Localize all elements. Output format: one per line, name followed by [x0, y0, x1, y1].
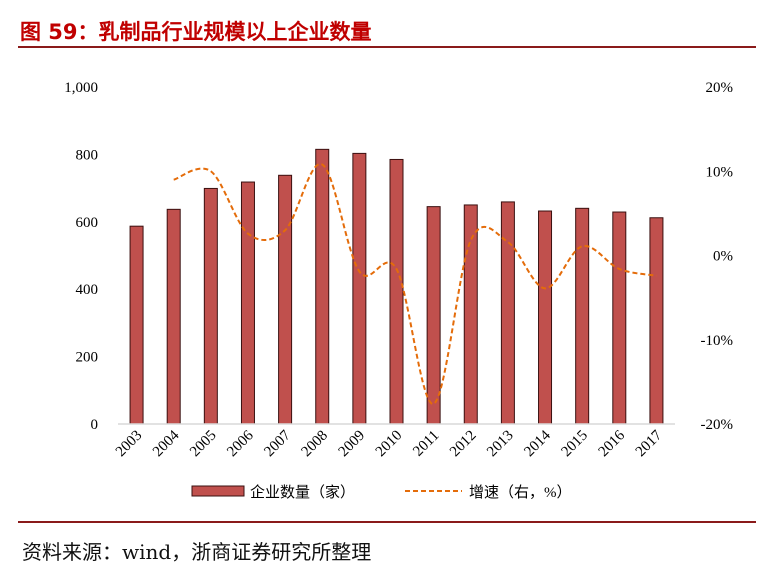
x-tick-label: 2012 — [447, 428, 480, 461]
x-tick-label: 2011 — [410, 428, 442, 460]
bar-2007 — [278, 174, 293, 425]
bar-2006 — [240, 181, 255, 425]
legend-line-label: 增速（右，%） — [469, 484, 572, 501]
x-tick-label: 2004 — [150, 427, 183, 460]
legend-bar-swatch — [191, 485, 245, 497]
left-tick-label: 1,000 — [64, 80, 98, 96]
chart-title: 图 59：乳制品行业规模以上企业数量 — [20, 20, 372, 44]
right-tick-label: 10% — [706, 164, 734, 180]
x-tick-label: 2003 — [113, 428, 146, 461]
bar-2008 — [315, 148, 330, 425]
x-tick-label: 2010 — [373, 428, 406, 461]
bar-2009 — [352, 152, 367, 425]
x-tick-label: 2013 — [484, 428, 517, 461]
right-tick-label: -20% — [701, 417, 734, 433]
footer-divider — [18, 521, 756, 523]
legend-bar-label: 企业数量（家） — [250, 483, 355, 501]
bar-2016 — [612, 211, 627, 425]
left-tick-label: 0 — [91, 417, 99, 433]
x-tick-label: 2014 — [521, 427, 554, 460]
left-tick-label: 400 — [76, 282, 99, 298]
bar-2011 — [426, 206, 441, 425]
x-tick-label: 2005 — [187, 428, 220, 461]
bar-2003 — [129, 225, 144, 425]
x-tick-label: 2017 — [633, 427, 666, 460]
x-tick-label: 2009 — [336, 428, 369, 461]
growth-line — [173, 163, 657, 405]
x-tick-label: 2006 — [224, 427, 257, 460]
right-tick-label: 0% — [713, 249, 733, 265]
right-tick-label: 20% — [706, 80, 734, 96]
bar-2017 — [649, 217, 664, 425]
x-tick-label: 2008 — [299, 428, 332, 461]
bar-2015 — [575, 207, 590, 425]
bar-2014 — [538, 210, 553, 425]
bar-2013 — [500, 201, 515, 425]
bar-2005 — [203, 187, 218, 425]
bar-2004 — [166, 208, 181, 425]
left-tick-label: 200 — [76, 350, 99, 366]
bar-2012 — [463, 204, 478, 425]
x-tick-label: 2015 — [558, 428, 591, 461]
right-tick-label: -10% — [701, 333, 734, 349]
source-note: 资料来源：wind，浙商证券研究所整理 — [22, 540, 372, 564]
left-tick-label: 600 — [76, 215, 99, 231]
x-tick-label: 2007 — [261, 427, 294, 460]
left-tick-label: 800 — [76, 147, 99, 163]
bar-2010 — [389, 158, 404, 425]
title-divider — [18, 46, 756, 48]
x-tick-label: 2016 — [596, 427, 629, 460]
